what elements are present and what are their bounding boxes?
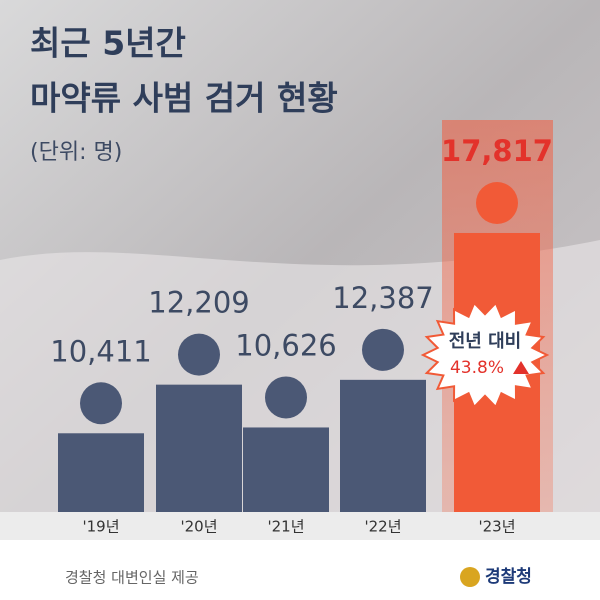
bar-head xyxy=(476,181,518,224)
badge xyxy=(420,301,550,409)
x-tick-label: '22년 xyxy=(364,518,401,536)
badge-title: 전년 대비 xyxy=(449,331,522,352)
value-label: 10,626 xyxy=(235,328,336,362)
title-line: 마약류 사범 검거 현황 xyxy=(30,79,338,118)
value-label: 12,387 xyxy=(332,281,433,315)
value-label: 17,817 xyxy=(441,134,553,168)
bar xyxy=(243,427,329,512)
bar-head xyxy=(362,328,404,371)
title-line: 최근 5년간 xyxy=(30,24,186,63)
x-tick-label: '23년 xyxy=(478,518,515,536)
axis-band xyxy=(0,512,600,540)
badge-change: 43.8% xyxy=(450,358,504,378)
bar-head xyxy=(265,376,307,419)
footer: 경찰청 대변인실 제공 xyxy=(65,569,199,587)
x-tick-label: '19년 xyxy=(82,518,119,536)
x-tick-label: '21년 xyxy=(267,518,304,536)
value-label: 12,209 xyxy=(148,286,249,320)
logo: 경찰청 xyxy=(485,566,532,587)
bar xyxy=(340,379,426,512)
up-arrow xyxy=(513,361,529,374)
bar-head xyxy=(178,333,220,376)
bar xyxy=(156,384,242,512)
bar-head xyxy=(80,382,122,425)
x-tick-label: '20년 xyxy=(180,518,217,536)
logo-emblem xyxy=(460,567,480,587)
subtitle: (단위: 명) xyxy=(30,140,122,165)
value-label: 10,411 xyxy=(50,334,151,368)
footer-band xyxy=(0,540,600,600)
bar xyxy=(58,433,144,512)
